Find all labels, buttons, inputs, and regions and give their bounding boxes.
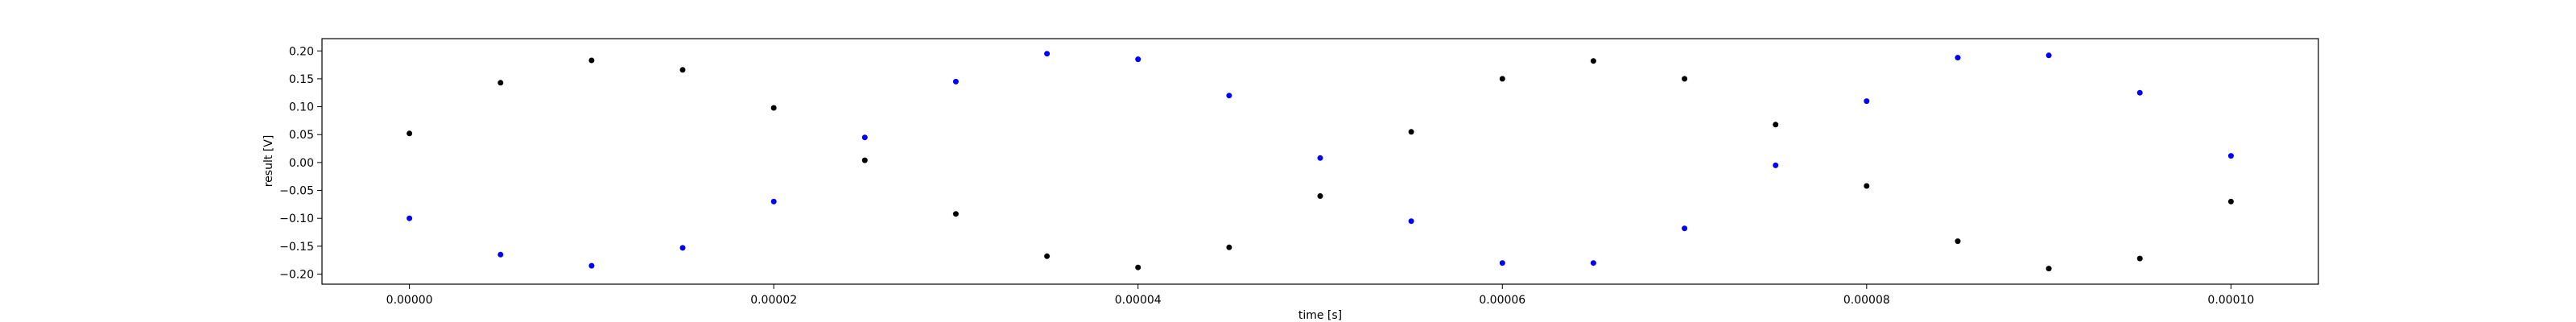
y-tick-label: 0.15 — [289, 73, 314, 86]
series-1-point — [2046, 266, 2052, 272]
x-tick-label: 0.00002 — [750, 294, 797, 307]
series-1-point — [679, 67, 686, 73]
series-2-point — [1135, 56, 1141, 63]
y-axis-ticks: 0.20 0.15 0.10 0.05 0.00 −0.05 −0.10 −0.15 −0.20 — [279, 45, 322, 282]
series-1-point — [1317, 193, 1323, 199]
series-1-point — [861, 157, 868, 163]
series-2-point — [1226, 93, 1232, 99]
y-tick-label: −0.20 — [279, 269, 314, 282]
y-tick-label: 0.00 — [289, 157, 314, 170]
y-tick-label: 0.10 — [289, 101, 314, 114]
y-tick-label: −0.05 — [279, 185, 314, 198]
series-1-point — [1499, 76, 1505, 82]
y-tick-label: 0.05 — [289, 129, 314, 142]
series-1-point — [1408, 129, 1414, 135]
series-1-point — [1955, 238, 1961, 245]
series-2-point — [2136, 89, 2143, 96]
series-2-point — [1864, 98, 1870, 105]
series-2-point — [770, 198, 777, 204]
series-1-point — [407, 130, 413, 137]
y-axis-label: result [V] — [262, 135, 275, 188]
series-1-point — [1044, 253, 1051, 259]
series-2-point — [1955, 55, 1961, 61]
series-1-point — [2136, 255, 2143, 262]
series-1-point — [1135, 264, 1141, 270]
series-2-point — [1044, 51, 1051, 57]
x-axis-label: time [s] — [1298, 309, 1342, 322]
series-1-point — [1590, 58, 1596, 64]
x-axis-ticks: 0.00000 0.00002 0.00004 0.00006 0.00008 0.000… — [386, 284, 2254, 307]
series-2-point — [497, 251, 504, 258]
series-2-point — [1317, 155, 1323, 161]
series-1-point — [952, 211, 959, 217]
series-1-point — [1682, 76, 1688, 82]
series-1-point — [1864, 183, 1870, 189]
series-1-point — [1773, 122, 1779, 128]
series-2-point — [407, 215, 413, 221]
x-tick-label: 0.00004 — [1115, 294, 1162, 307]
series-2-point — [861, 134, 868, 141]
series-2-point — [2227, 153, 2234, 159]
series-1-point — [497, 80, 504, 86]
series-2-point — [588, 262, 595, 269]
plot-area — [321, 38, 2319, 285]
series-2-point — [2046, 52, 2052, 59]
series-2-point — [1499, 260, 1505, 266]
x-tick-label: 0.00010 — [2207, 294, 2254, 307]
series-2-point — [952, 78, 959, 85]
series-2-point — [1773, 162, 1779, 168]
series-2-point — [1408, 218, 1414, 225]
y-tick-label: −0.15 — [279, 241, 314, 254]
series-2-point — [679, 245, 686, 251]
series-1-point — [588, 57, 595, 64]
series-2-point — [1590, 260, 1596, 266]
series-2-point — [1682, 225, 1688, 232]
y-tick-label: −0.10 — [279, 213, 314, 225]
x-tick-label: 0.00006 — [1479, 294, 1525, 307]
y-tick-label: 0.20 — [289, 45, 314, 58]
x-tick-label: 0.00000 — [386, 294, 433, 307]
series-1-point — [1226, 244, 1232, 250]
series-1-point — [2227, 198, 2234, 204]
series-1-point — [770, 105, 777, 111]
data-points — [407, 51, 2234, 272]
x-tick-label: 0.00008 — [1843, 294, 1890, 307]
